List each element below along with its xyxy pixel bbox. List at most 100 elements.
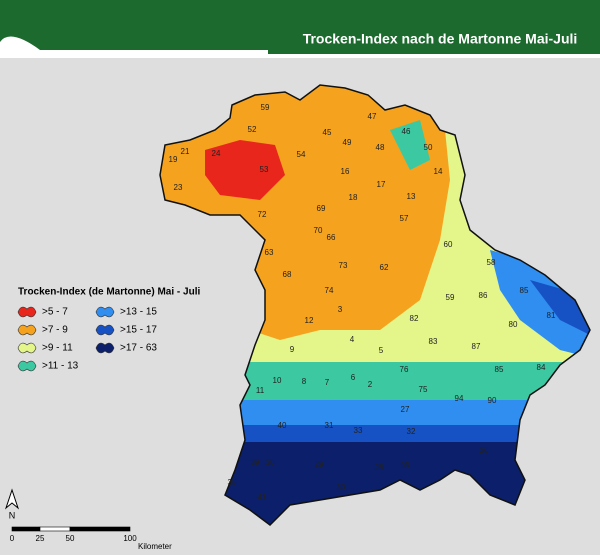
region-label: 70 — [314, 226, 323, 235]
region-label: 72 — [258, 210, 267, 219]
region-label: 8 — [302, 377, 307, 386]
region-label: 33 — [354, 426, 363, 435]
scale-label: 100 — [123, 534, 137, 543]
region-label: 9 — [290, 345, 295, 354]
region-label: 85 — [495, 365, 504, 374]
region-label: 68 — [283, 270, 292, 279]
region-label: 30 — [337, 483, 346, 492]
region-label: 84 — [537, 363, 546, 372]
region-label: 54 — [297, 150, 306, 159]
region-label: 52 — [248, 125, 257, 134]
region-label: 3 — [338, 305, 343, 314]
scale-label: 25 — [36, 534, 45, 543]
region-label: 57 — [400, 214, 409, 223]
region-label: 10 — [273, 376, 282, 385]
region-label: 40 — [278, 421, 287, 430]
region-label: 48 — [376, 143, 385, 152]
region-label: 66 — [327, 233, 336, 242]
region-label: 13 — [407, 192, 416, 201]
region-label: 69 — [317, 204, 326, 213]
region-label: 49 — [343, 138, 352, 147]
region-label: 2 — [368, 380, 373, 389]
region-label: 50 — [424, 143, 433, 152]
region-label: 58 — [487, 258, 496, 267]
scale-label: 50 — [66, 534, 75, 543]
legend-label: >7 - 9 — [42, 325, 68, 336]
region-label: 28 — [375, 463, 384, 472]
legend-label: >13 - 15 — [120, 307, 157, 318]
scale-segment — [11, 526, 41, 532]
zone — [205, 140, 285, 200]
legend-swatch — [17, 306, 37, 318]
region-label: 27 — [401, 405, 410, 414]
region-label: 24 — [212, 149, 221, 158]
region-label: 32 — [407, 427, 416, 436]
region-label: 75 — [419, 385, 428, 394]
region-label: 63 — [265, 248, 274, 257]
region-label: 16 — [341, 167, 350, 176]
region-label: 83 — [429, 337, 438, 346]
north-label: N — [9, 510, 16, 520]
region-label: 4 — [350, 335, 355, 344]
legend-label: >5 - 7 — [42, 307, 68, 318]
region-label: 7 — [325, 378, 330, 387]
region-label: 85 — [520, 286, 529, 295]
legend-swatch — [17, 360, 37, 372]
region-label: 23 — [174, 183, 183, 192]
region-label: 90 — [488, 396, 497, 405]
region-label: 53 — [260, 165, 269, 174]
region-label: 47 — [368, 112, 377, 121]
region-label: 38 — [228, 478, 237, 487]
north-arrow: N — [4, 488, 20, 520]
legend-swatch — [17, 324, 37, 336]
region-label: 29 — [315, 460, 324, 469]
region-label: 60 — [444, 240, 453, 249]
region-label: 26 — [480, 446, 489, 455]
region-label: 6 — [351, 373, 356, 382]
region-label: 87 — [472, 342, 481, 351]
region-label: 11 — [256, 386, 265, 395]
region-label: 41 — [258, 493, 267, 502]
scale-segment — [69, 526, 131, 532]
region-label: 31 — [325, 421, 334, 430]
region-label: 86 — [479, 291, 488, 300]
region-label: 21 — [181, 147, 190, 156]
legend-swatch — [95, 306, 115, 318]
region-label: 36 — [266, 458, 275, 467]
region-label: 46 — [402, 127, 411, 136]
scale-unit: Kilometer — [138, 542, 172, 551]
legend-title: Trocken-Index (de Martonne) Mai - Juli — [18, 287, 200, 298]
legend-label: >15 - 17 — [120, 325, 157, 336]
region-label: 18 — [349, 193, 358, 202]
region-label: 62 — [380, 263, 389, 272]
region-label: 12 — [305, 316, 314, 325]
zone — [160, 425, 590, 445]
legend-label: >17 - 63 — [120, 343, 157, 354]
scale-segment — [39, 526, 71, 532]
region-label: 5 — [379, 346, 384, 355]
title: Trocken-Index nach de Martonne Mai-Juli — [303, 31, 578, 47]
legend-label: >11 - 13 — [42, 361, 79, 372]
legend-swatch — [95, 324, 115, 336]
legend-swatch — [17, 342, 37, 354]
scale-label: 0 — [10, 534, 15, 543]
region-label: 59 — [446, 293, 455, 302]
region-label: 74 — [325, 286, 334, 295]
region-label: 17 — [377, 180, 386, 189]
region-label: 81 — [547, 311, 556, 320]
region-label: 14 — [434, 167, 443, 176]
region-label: 82 — [410, 314, 419, 323]
north-arrow-shape — [4, 488, 20, 510]
region-label: 39 — [251, 458, 260, 467]
region-label: 45 — [323, 128, 332, 137]
region-label: 80 — [509, 320, 518, 329]
legend-swatch — [95, 342, 115, 354]
zone — [390, 120, 430, 170]
region-label: 93 — [401, 461, 410, 470]
title-box — [268, 24, 600, 54]
region-label: 19 — [169, 155, 178, 164]
region-label: 59 — [261, 103, 270, 112]
region-label: 94 — [455, 394, 464, 403]
legend-label: >9 - 11 — [42, 343, 73, 354]
